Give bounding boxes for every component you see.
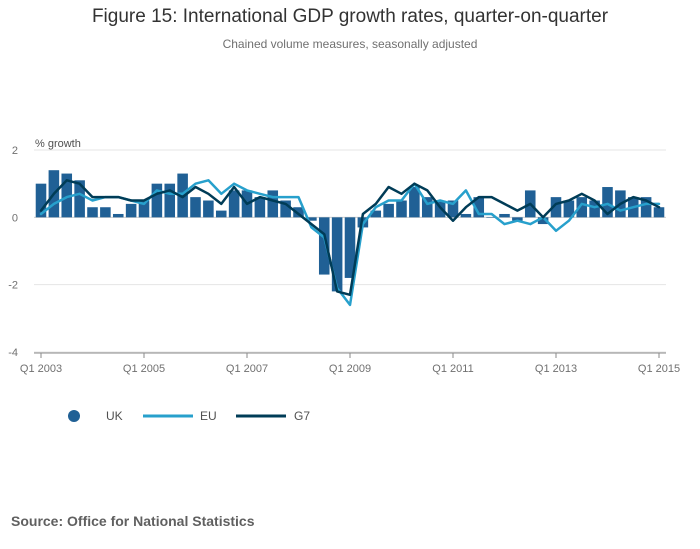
uk-bar bbox=[35, 183, 47, 218]
uk-bar bbox=[344, 217, 356, 278]
uk-bar bbox=[87, 207, 98, 218]
legend-g7-label: G7 bbox=[294, 409, 310, 423]
chart-subtitle: Chained volume measures, seasonally adju… bbox=[222, 37, 478, 51]
uk-bar bbox=[409, 187, 420, 218]
uk-bar bbox=[653, 207, 665, 218]
uk-bar bbox=[550, 197, 562, 218]
uk-bar bbox=[151, 183, 163, 218]
uk-bar bbox=[499, 213, 510, 218]
uk-bar bbox=[177, 173, 188, 218]
uk-bar bbox=[512, 217, 523, 221]
y-tick-label: -2 bbox=[8, 280, 18, 292]
uk-bar bbox=[138, 200, 150, 218]
uk-bar bbox=[190, 197, 201, 218]
x-tick-label: Q1 2011 bbox=[432, 363, 473, 375]
uk-bar bbox=[576, 197, 588, 218]
uk-bar bbox=[421, 197, 433, 218]
eu-line bbox=[39, 179, 661, 307]
uk-bar bbox=[203, 200, 214, 218]
legend: UK EU G7 bbox=[68, 409, 310, 423]
series-lines bbox=[39, 179, 661, 307]
legend-eu-label: EU bbox=[200, 409, 217, 423]
uk-bar bbox=[61, 173, 73, 218]
x-tick-label: Q1 2009 bbox=[329, 363, 371, 375]
uk-bar bbox=[74, 180, 85, 218]
uk-bar bbox=[164, 183, 176, 218]
uk-bar bbox=[370, 210, 382, 218]
source-note: Source: Office for National Statistics bbox=[11, 513, 255, 529]
uk-bar bbox=[280, 200, 291, 218]
uk-bar bbox=[306, 217, 317, 221]
uk-bar bbox=[460, 213, 472, 218]
uk-bar bbox=[112, 213, 124, 218]
uk-bar bbox=[267, 190, 279, 218]
uk-bar bbox=[318, 217, 330, 275]
uk-bars bbox=[35, 170, 665, 292]
uk-bar bbox=[602, 187, 613, 218]
uk-bar bbox=[100, 207, 111, 218]
x-tick-label: Q1 2013 bbox=[535, 363, 577, 375]
uk-bar bbox=[589, 200, 600, 218]
legend-uk-marker bbox=[68, 410, 80, 422]
x-tick-label: Q1 2015 bbox=[638, 363, 680, 375]
g7-line bbox=[39, 179, 661, 297]
uk-bar bbox=[640, 197, 652, 218]
uk-bar bbox=[215, 210, 227, 218]
axes: 2 0 -2 -4 % growth Q1 2003 Q1 2005 Q1 2007 Q1 20… bbox=[8, 138, 680, 375]
uk-bar bbox=[473, 197, 485, 218]
chart-title: Figure 15: International GDP growth rate… bbox=[91, 6, 609, 27]
uk-bar bbox=[228, 190, 240, 218]
y-axis-label: % growth bbox=[35, 138, 81, 150]
uk-bar bbox=[331, 217, 343, 292]
uk-bar bbox=[486, 217, 497, 218]
y-tick-label: -4 bbox=[8, 347, 18, 359]
uk-bar bbox=[537, 217, 549, 225]
uk-bar bbox=[254, 197, 266, 218]
legend-uk-label: UK bbox=[106, 409, 123, 423]
y-tick-label: 2 bbox=[12, 145, 18, 157]
x-tick-label: Q1 2007 bbox=[226, 363, 268, 375]
uk-bar bbox=[447, 200, 459, 218]
uk-bar bbox=[383, 203, 394, 218]
uk-bar bbox=[293, 207, 304, 218]
y-tick-label: 0 bbox=[12, 212, 18, 224]
x-tick-label: Q1 2005 bbox=[123, 363, 165, 375]
uk-bar bbox=[563, 200, 575, 218]
x-tick-label: Q1 2003 bbox=[20, 363, 62, 375]
uk-bar bbox=[396, 200, 407, 218]
uk-bar bbox=[125, 203, 137, 218]
